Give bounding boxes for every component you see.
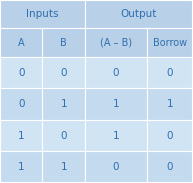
Text: Output: Output <box>121 9 157 19</box>
Bar <box>85 28 147 57</box>
Text: 0: 0 <box>167 131 173 141</box>
Text: Borrow: Borrow <box>153 38 187 48</box>
Bar <box>0 88 42 120</box>
Bar <box>147 28 193 57</box>
Text: Inputs: Inputs <box>26 9 59 19</box>
Bar <box>42 152 85 183</box>
Bar <box>0 152 42 183</box>
Text: 1: 1 <box>18 162 25 172</box>
Bar <box>0 0 85 28</box>
Bar <box>85 0 193 28</box>
Text: 1: 1 <box>113 99 119 109</box>
Bar <box>147 88 193 120</box>
Bar <box>0 57 42 88</box>
Text: 0: 0 <box>113 162 119 172</box>
Bar <box>0 28 42 57</box>
Text: 0: 0 <box>18 68 25 78</box>
Bar <box>42 88 85 120</box>
Bar <box>85 120 147 152</box>
Text: A: A <box>18 38 25 48</box>
Text: 1: 1 <box>60 99 67 109</box>
Bar <box>147 57 193 88</box>
Bar <box>85 152 147 183</box>
Text: 0: 0 <box>113 68 119 78</box>
Bar <box>147 152 193 183</box>
Text: 1: 1 <box>18 131 25 141</box>
Text: 0: 0 <box>60 68 67 78</box>
Text: 0: 0 <box>167 68 173 78</box>
Bar <box>147 120 193 152</box>
Text: B: B <box>60 38 67 48</box>
Text: 0: 0 <box>18 99 25 109</box>
Bar <box>42 57 85 88</box>
Bar <box>42 120 85 152</box>
Text: 0: 0 <box>60 131 67 141</box>
Bar <box>85 88 147 120</box>
Text: 1: 1 <box>60 162 67 172</box>
Text: (A – B): (A – B) <box>100 38 132 48</box>
Text: 1: 1 <box>167 99 173 109</box>
Bar <box>0 120 42 152</box>
Text: 0: 0 <box>167 162 173 172</box>
Bar <box>85 57 147 88</box>
Bar <box>42 28 85 57</box>
Text: 1: 1 <box>113 131 119 141</box>
